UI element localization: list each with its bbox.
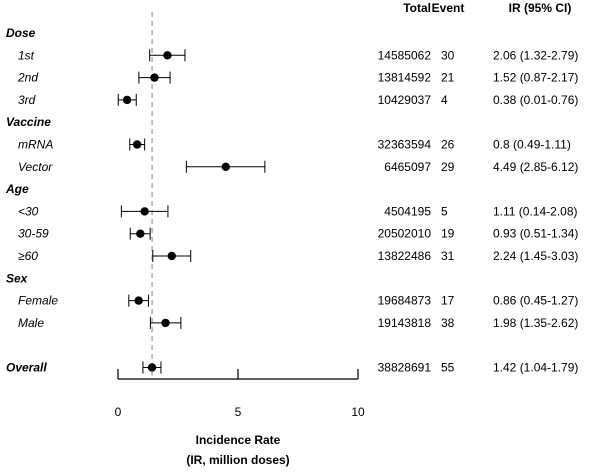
event-value: 19 [441,227,455,241]
total-value: 13822486 [378,249,432,263]
row-label: ≥60 [18,249,38,263]
row-label: <30 [18,204,39,218]
total-value: 38828691 [378,361,432,375]
row-label: mRNA [18,138,53,152]
ir-ci-value: 1.42 (1.04-1.79) [493,361,578,375]
row-label: 3rd [18,93,36,107]
row-label: Male [18,316,44,330]
total-value: 10429037 [378,93,432,107]
data-row: 1st 14585062 30 2.06 (1.32-2.79) [18,48,578,62]
data-row: Vector 6465097 29 4.49 (2.85-6.12) [18,160,578,174]
data-row: ≥60 13822486 31 2.24 (1.45-3.03) [18,249,578,263]
point-estimate [161,318,170,328]
event-value: 31 [441,249,455,263]
group-header-label: Vaccine [6,115,51,129]
ir-ci-value: 1.11 (0.14-2.08) [493,204,578,218]
event-value: 55 [441,361,455,375]
row-label: 1st [18,48,35,62]
ir-ci-value: 2.06 (1.32-2.79) [493,48,578,62]
row-label: Female [18,294,58,308]
data-row: <30 4504195 5 1.11 (0.14-2.08) [18,204,578,218]
total-value: 32363594 [378,138,432,152]
total-value: 19143818 [378,316,432,330]
point-estimate [122,95,132,105]
data-row: mRNA 32363594 26 0.8 (0.49-1.11) [18,138,571,152]
total-value: 13814592 [378,71,432,85]
total-value: 4504195 [384,204,431,218]
x-axis-title-line1: Incidence Rate [196,433,281,447]
point-estimate [133,140,142,149]
group-header-label: Sex [6,271,29,285]
ir-ci-value: 0.86 (0.45-1.27) [493,294,578,308]
group-header-label: Age [5,182,29,196]
column-header-event: Event [432,1,465,15]
group-header-label: Dose [6,26,36,40]
data-row: Male 19143818 38 1.98 (1.35-2.62) [18,316,578,330]
event-value: 4 [441,93,448,107]
event-value: 38 [441,316,455,330]
x-tick-label: 10 [351,405,365,419]
row-label: Vector [18,160,53,174]
ir-ci-value: 4.49 (2.85-6.12) [493,160,578,174]
ir-ci-value: 0.93 (0.51-1.34) [493,227,578,241]
event-value: 30 [441,48,455,62]
total-value: 19684873 [378,294,432,308]
point-estimate [147,363,157,372]
event-value: 5 [441,204,448,218]
x-axis-label: Incidence Rate (IR, million doses) [186,433,289,467]
point-estimate [140,207,149,216]
overall-row: Overall 38828691 55 1.42 (1.04-1.79) [6,361,578,375]
data-row: 2nd 13814592 21 1.52 (0.87-2.17) [17,71,578,85]
x-axis: 0 5 10 [115,369,365,419]
point-estimate [136,229,145,238]
data-row: 30-59 20502010 19 0.93 (0.51-1.34) [18,227,578,241]
event-value: 26 [441,138,455,152]
total-value: 6465097 [384,160,431,174]
row-label: 2nd [17,71,38,85]
point-estimate [163,51,172,60]
ir-ci-value: 1.98 (1.35-2.62) [493,316,578,330]
forest-rows: Dose 1st 14585062 30 2.06 (1.32-2.79) 2nd 1381… [5,12,578,376]
row-label: 30-59 [18,227,49,241]
ir-ci-value: 0.38 (0.01-0.76) [493,93,578,107]
total-value: 20502010 [378,227,432,241]
total-value: 14585062 [378,48,432,62]
ir-ci-value: 1.52 (0.87-2.17) [493,71,578,85]
point-estimate [221,162,230,171]
point-estimate [134,296,143,305]
data-row: Female 19684873 17 0.86 (0.45-1.27) [18,294,578,308]
ir-ci-value: 0.8 (0.49-1.11) [493,138,571,152]
ir-ci-value: 2.24 (1.45-3.03) [493,249,578,263]
column-header-ir: IR (95% CI) [509,1,572,15]
x-axis-title-line2: (IR, million doses) [186,453,289,467]
event-value: 21 [441,71,455,85]
point-estimate [167,251,176,261]
point-estimate [150,73,159,82]
column-header-total: Total [403,1,431,15]
event-value: 29 [441,160,455,174]
column-headers: Total Event IR (95% CI) [403,1,571,15]
x-tick-label: 0 [115,405,122,419]
event-value: 17 [441,294,455,308]
data-row: 3rd 10429037 4 0.38 (0.01-0.76) [18,93,578,107]
overall-label: Overall [6,361,47,375]
x-tick-label: 5 [235,405,242,419]
